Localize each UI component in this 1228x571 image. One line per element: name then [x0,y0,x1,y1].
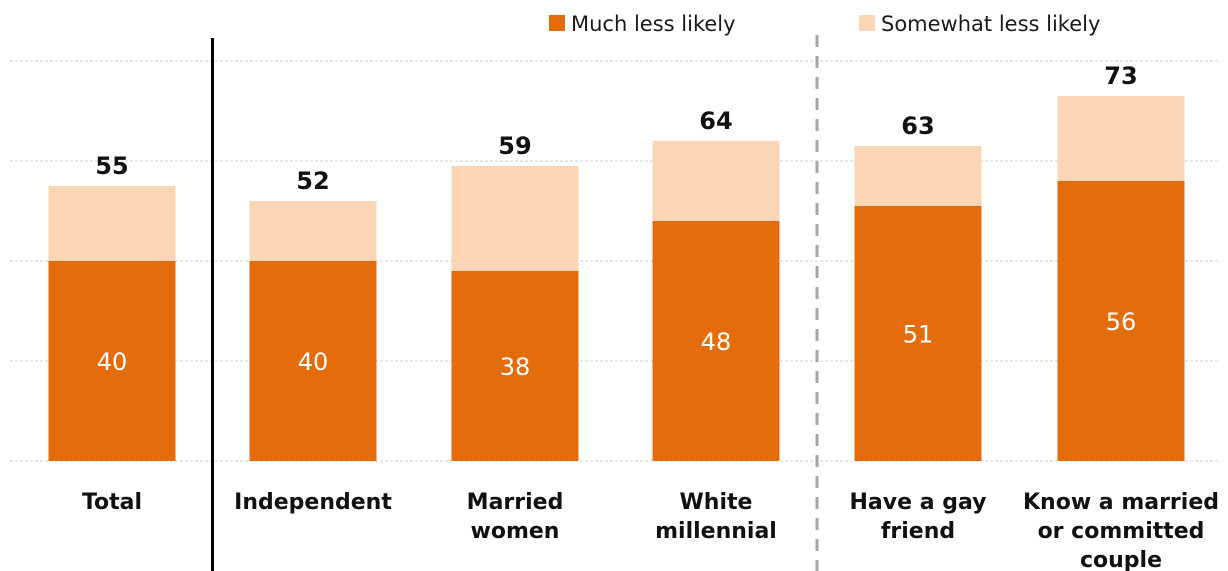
bar-somewhat-less-likely-total [48,186,176,261]
category-label-total: Total [82,490,142,515]
value-label-much-less-likely-married-women: 38 [500,353,531,381]
value-label-much-less-likely-total: 40 [97,348,128,376]
category-label-know-a-married-or-committed-couple: Know a married or committed couple [1023,490,1219,571]
bar-much-less-likely-have-a-gay-friend [854,206,982,461]
category-label-married-women: Married women [467,490,564,544]
legend-swatch-somewhat-less-likely [859,15,875,31]
category-labels: Total Independent Married women White millenn… [82,490,1219,571]
bar-much-less-likely-know-a-married-or-committed-couple [1057,181,1185,461]
bar-somewhat-less-likely-white-millennial [652,141,780,221]
bar-much-less-likely-white-millennial [652,221,780,461]
bar-somewhat-less-likely-have-a-gay-friend [854,146,982,206]
bars [48,96,1185,461]
bar-somewhat-less-likely-independent [249,201,377,261]
bar-somewhat-less-likely-know-a-married-or-committed-couple [1057,96,1185,181]
value-label-much-less-likely-have-a-gay-friend: 51 [903,321,934,349]
legend-label-somewhat-less-likely: Somewhat less likely [881,12,1100,36]
total-label-married-women: 59 [498,132,531,160]
gridlines [10,60,1220,462]
legend-label-much-less-likely: Much less likely [571,12,736,36]
total-label-white-millennial: 64 [699,107,732,135]
category-label-have-a-gay-friend: Have a gay friend [850,490,987,544]
value-label-much-less-likely-white-millennial: 48 [701,328,732,356]
category-label-independent: Independent [234,490,392,515]
group-separators [211,35,819,571]
bar-much-less-likely-married-women [451,271,579,461]
value-label-much-less-likely-independent: 40 [298,348,329,376]
bar-much-less-likely-independent [249,261,377,461]
legend: Much less likely Somewhat less likely [549,12,1100,36]
total-label-total: 55 [95,152,128,180]
total-label-independent: 52 [296,167,329,195]
category-label-white-millennial: White millennial [655,490,777,544]
total-label-know-a-married-or-committed-couple: 73 [1104,62,1137,90]
value-label-much-less-likely-know-a-married-or-committed-couple: 56 [1106,308,1137,336]
legend-swatch-much-less-likely [549,15,565,31]
bar-somewhat-less-likely-married-women [451,166,579,271]
total-label-have-a-gay-friend: 63 [901,112,934,140]
bar-much-less-likely-total [48,261,176,461]
value-labels: 40 55 40 52 38 59 48 64 51 63 56 73 [95,62,1137,381]
